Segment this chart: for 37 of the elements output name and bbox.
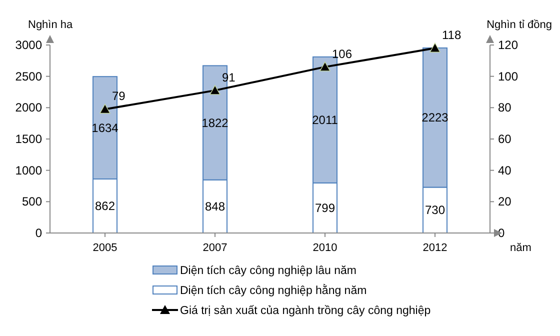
y-tick-label: 2500	[15, 69, 42, 84]
x-tick-label: 2005	[92, 242, 118, 254]
data-label: 848	[204, 199, 226, 214]
y-tick-label: 2000	[15, 100, 42, 115]
y2-tick-label: 120	[498, 38, 518, 52]
x-tick-label: 2012	[422, 242, 448, 254]
y-tick-label: 0	[35, 226, 42, 240]
y-tick-label: 3000	[15, 38, 42, 52]
legend-label: Diện tích cây công nghiệp hằng năm	[180, 284, 367, 297]
x-axis-title: năm	[510, 242, 532, 254]
y-tick-label: 500	[22, 194, 42, 209]
point	[430, 42, 440, 52]
point	[100, 104, 110, 114]
y2-tick-label: 40	[498, 163, 512, 178]
data-label: 118	[442, 28, 462, 42]
y2-tick-label: 20	[498, 194, 512, 209]
y-axis-title: Nghìn ha	[28, 19, 74, 31]
legend-label: Diện tích cây công nghiệp lâu năm	[180, 265, 356, 277]
y2-tick-label: 100	[498, 69, 518, 84]
data-label: 862	[94, 198, 116, 213]
data-label: 2011	[312, 112, 338, 127]
y2-tick-label: 80	[498, 100, 512, 115]
x-tick-label: 2007	[202, 242, 228, 254]
legend-label: Giá trị sản xuất của ngành trồng cây công nghiệp	[180, 305, 431, 317]
data-label: 2223	[422, 110, 449, 125]
data-label: 1634	[92, 120, 119, 135]
y-tick-label: 1500	[15, 132, 42, 146]
x-tick-label: 2010	[312, 242, 338, 254]
point	[320, 62, 330, 72]
data-label: 1822	[202, 116, 229, 130]
point	[210, 85, 220, 95]
y2-axis-title: Nghìn tỉ đồng	[486, 19, 552, 31]
y2-tick-label: 60	[498, 132, 512, 146]
y-tick-label: 1000	[15, 163, 42, 178]
data-label: 799	[314, 200, 336, 215]
data-label: 106	[332, 46, 352, 61]
data-label: 730	[424, 203, 446, 218]
